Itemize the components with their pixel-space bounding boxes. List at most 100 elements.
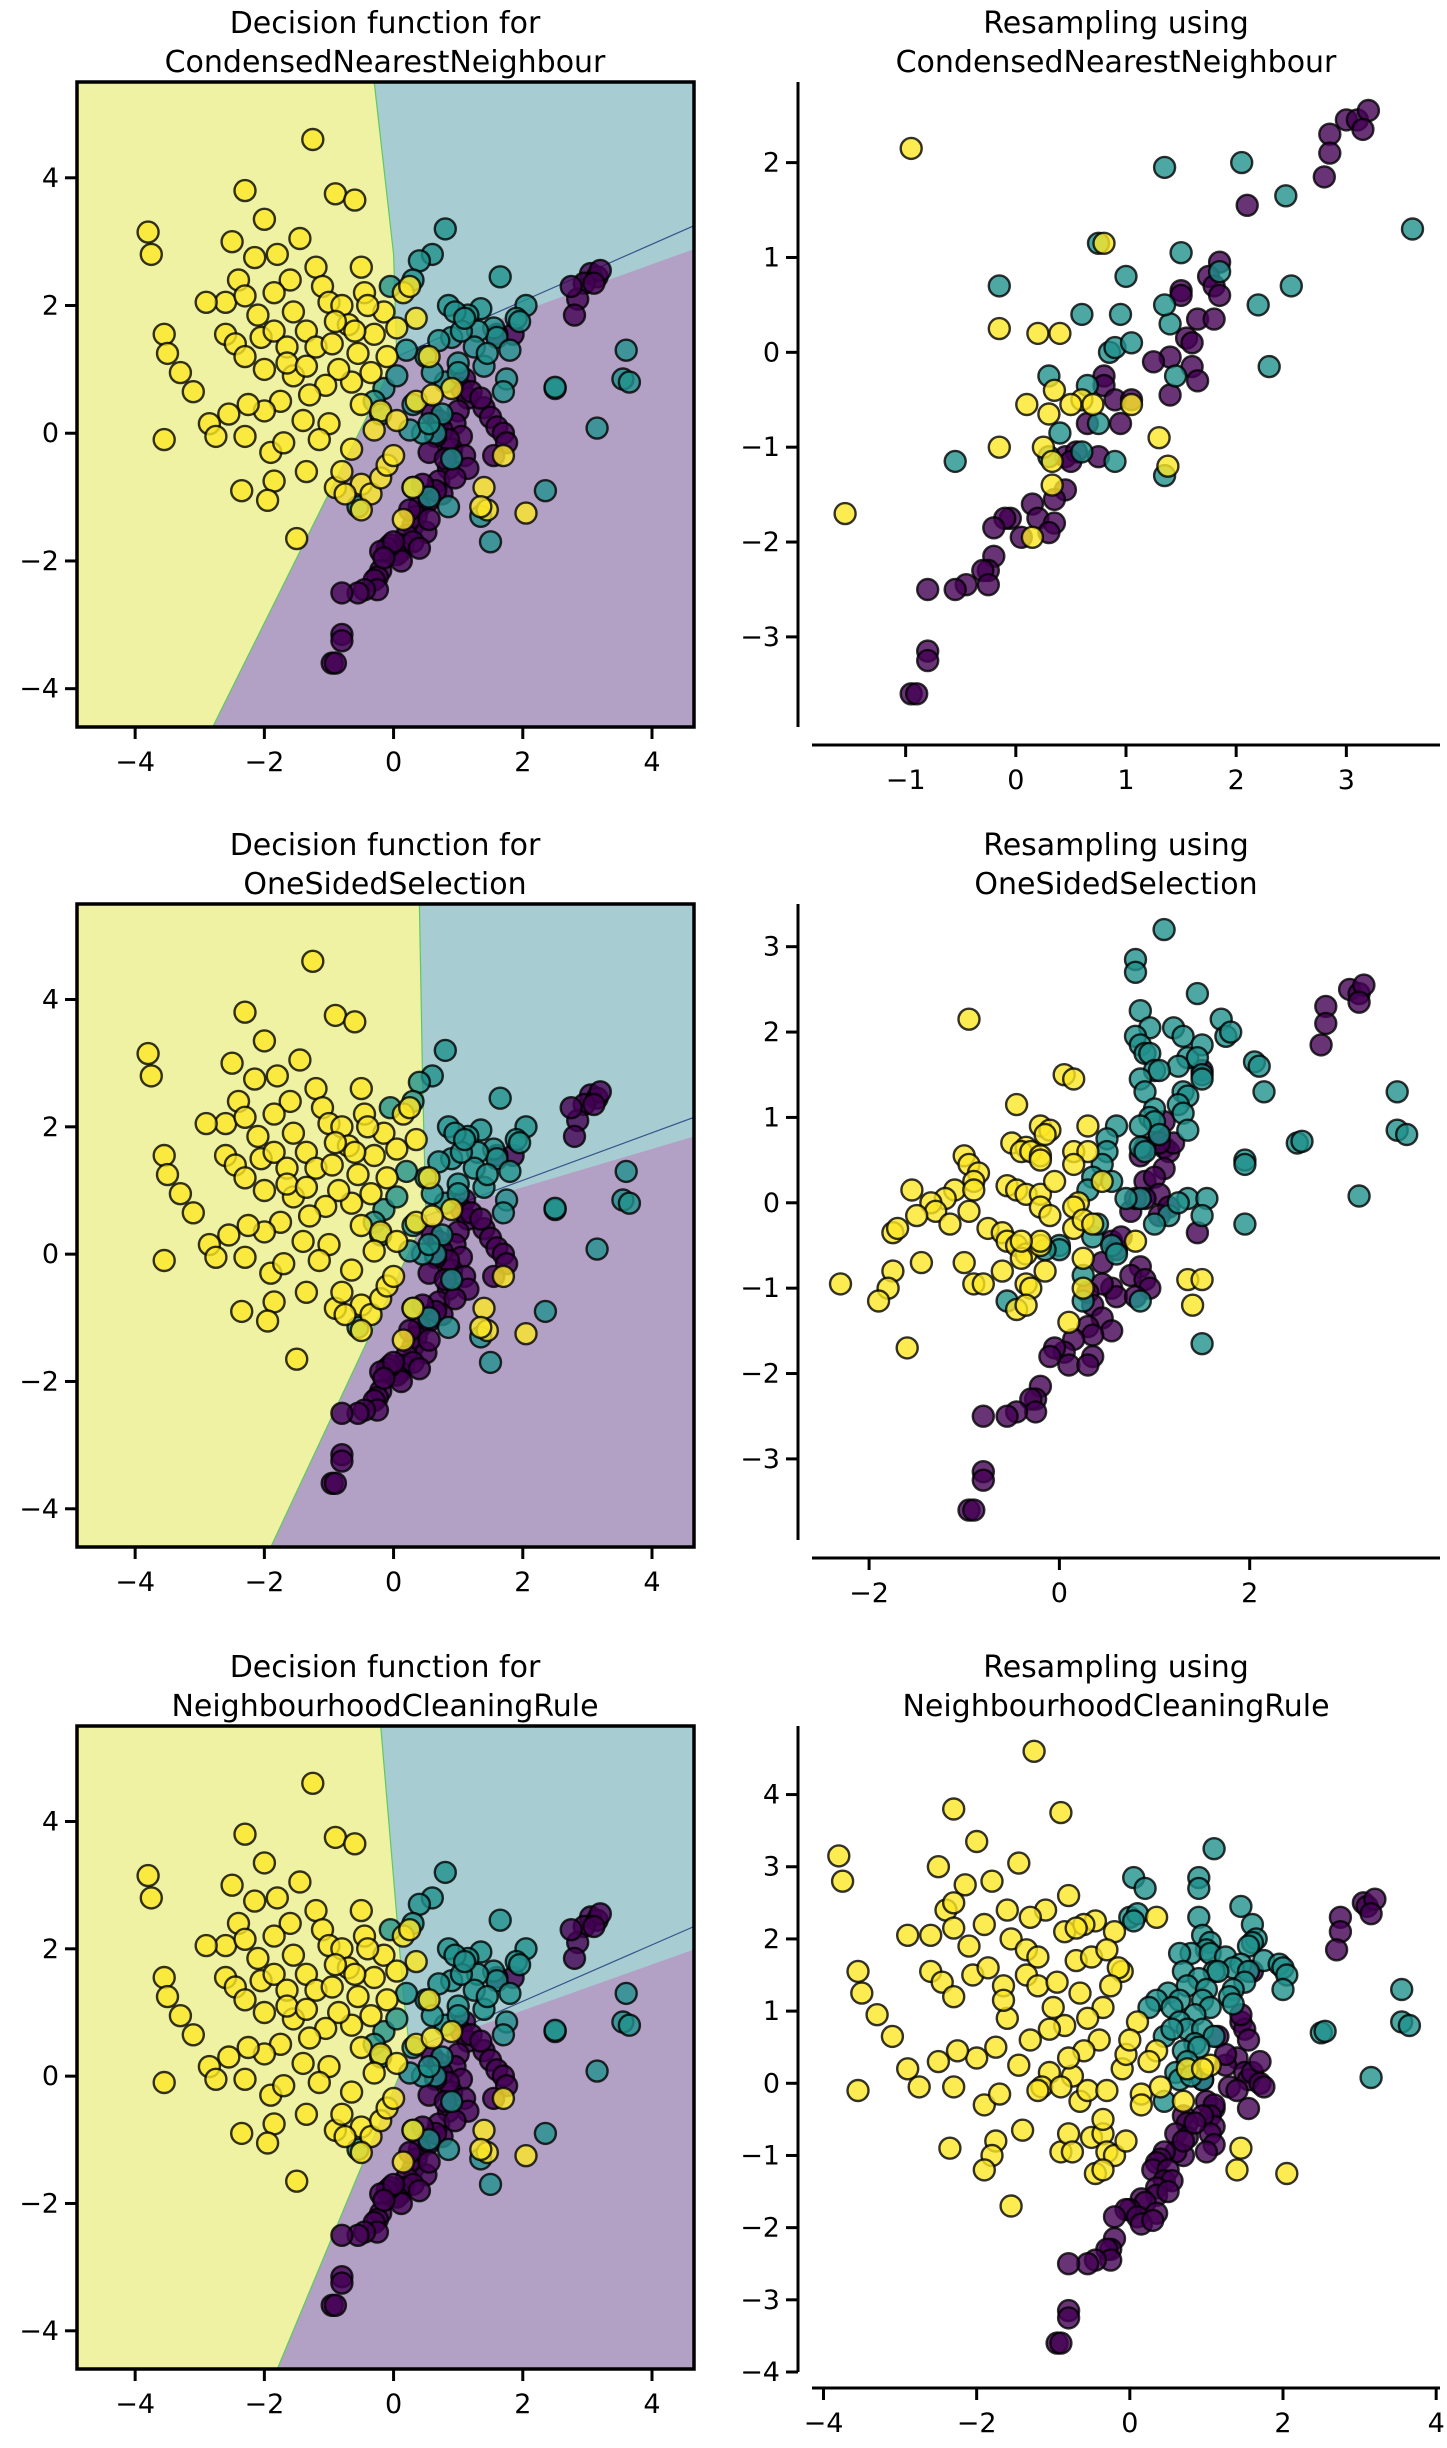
point-class-2: [1137, 2049, 1161, 2074]
point-class-2: [1026, 1974, 1050, 1998]
point-class-2: [294, 1175, 319, 1200]
point-class-2: [262, 2112, 286, 2136]
point-class-2: [401, 475, 425, 500]
point-class-1: [585, 1237, 609, 1261]
point-class-2: [229, 479, 254, 503]
point-class-2: [327, 2000, 351, 2025]
point-class-1: [1279, 274, 1304, 298]
point-class-2: [291, 1229, 315, 1254]
point-class-1: [543, 375, 567, 399]
point-class-0: [1038, 1344, 1062, 1369]
point-class-2: [285, 2169, 309, 2193]
point-class-2: [846, 1959, 870, 1984]
point-class-0: [943, 577, 967, 602]
point-class-2: [1123, 1229, 1148, 1253]
point-class-2: [1275, 2161, 1299, 2186]
point-class-2: [339, 437, 364, 461]
point-class-1: [1121, 1909, 1146, 1933]
point-class-1: [1166, 1054, 1191, 1078]
point-class-0: [323, 2293, 348, 2318]
x-tick-label: −1: [886, 765, 926, 796]
point-class-1: [394, 338, 419, 362]
point-class-2: [323, 1952, 348, 1977]
point-class-2: [255, 488, 280, 512]
panel-decision-ncr: Decision function for NeighbourhoodClean…: [19, 1650, 696, 2420]
point-class-1: [1158, 312, 1182, 336]
title-line-1: Resampling using: [983, 828, 1249, 863]
point-class-2: [255, 1309, 280, 1333]
point-class-1: [543, 2018, 567, 2043]
point-class-2: [1129, 2093, 1154, 2117]
point-class-1: [1218, 1020, 1243, 1044]
point-class-2: [217, 1223, 241, 1247]
panel-resample-cnn: Resampling using CondensedNearestNeighbo…: [740, 6, 1440, 796]
point-class-2: [938, 1212, 962, 1236]
point-class-1: [943, 449, 967, 474]
point-class-2: [1098, 1974, 1123, 1998]
point-class-0: [330, 1401, 354, 1426]
point-class-1: [533, 479, 558, 503]
point-class-2: [349, 392, 373, 417]
point-class-1: [1166, 1191, 1191, 1215]
point-class-2: [242, 1067, 267, 1091]
point-class-0: [417, 507, 441, 532]
point-class-2: [942, 1891, 966, 1915]
point-class-2: [880, 2024, 905, 2049]
point-class-0: [372, 2188, 396, 2213]
point-class-2: [1061, 1152, 1086, 1177]
title-line-1: Decision function for: [230, 1650, 541, 1685]
point-class-2: [272, 431, 296, 455]
point-class-0: [1347, 990, 1371, 1014]
point-class-2: [343, 1010, 367, 1034]
point-class-1: [1163, 364, 1188, 388]
point-class-0: [1225, 2078, 1249, 2103]
point-class-1: [543, 1196, 567, 1221]
point-class-0: [323, 1471, 348, 1496]
point-class-1: [478, 1350, 503, 1375]
point-class-2: [440, 1197, 464, 1222]
point-class-2: [323, 182, 348, 206]
point-class-2: [233, 344, 257, 369]
point-class-0: [323, 651, 348, 675]
point-class-2: [1064, 1916, 1088, 1940]
point-class-1: [614, 1981, 638, 2006]
point-class-1: [1142, 1212, 1167, 1236]
point-class-2: [359, 1181, 383, 1206]
point-class-1: [1290, 1129, 1314, 1154]
point-class-2: [976, 1956, 1000, 1980]
point-class-2: [301, 127, 325, 152]
point-class-2: [252, 1029, 277, 1053]
point-class-2: [953, 1873, 977, 1897]
point-class-2: [900, 1178, 924, 1202]
point-class-2: [926, 2049, 951, 2074]
point-class-2: [896, 1923, 920, 1948]
point-class-0: [1194, 2140, 1219, 2164]
x-tick-label: −2: [244, 2389, 284, 2420]
point-class-2: [398, 274, 422, 299]
point-class-2: [1014, 1293, 1038, 1317]
point-class-2: [909, 1250, 934, 1275]
point-class-2: [304, 255, 328, 279]
title-line-2: NeighbourhoodCleaningRule: [171, 1689, 598, 1724]
point-class-2: [343, 1832, 367, 1856]
point-class-2: [362, 322, 386, 346]
point-class-1: [475, 1162, 499, 1187]
point-class-1: [533, 2121, 558, 2146]
point-class-2: [285, 1347, 309, 1371]
point-class-2: [987, 2082, 1012, 2106]
point-class-2: [275, 351, 299, 375]
point-class-2: [385, 1959, 409, 1983]
point-class-0: [330, 629, 354, 653]
title-line-2: OneSidedSelection: [243, 867, 526, 902]
y-tick-label: 2: [42, 1934, 59, 1965]
point-class-2: [866, 1289, 891, 1313]
point-class-2: [136, 220, 160, 244]
y-tick-label: 4: [42, 1806, 59, 1837]
point-class-2: [294, 354, 319, 378]
point-class-2: [349, 1898, 373, 1923]
point-class-2: [297, 383, 322, 407]
point-class-2: [1040, 473, 1064, 497]
title-line-2: NeighbourhoodCleaningRule: [902, 1689, 1329, 1724]
point-class-1: [1190, 1203, 1214, 1228]
point-class-2: [294, 2102, 319, 2127]
